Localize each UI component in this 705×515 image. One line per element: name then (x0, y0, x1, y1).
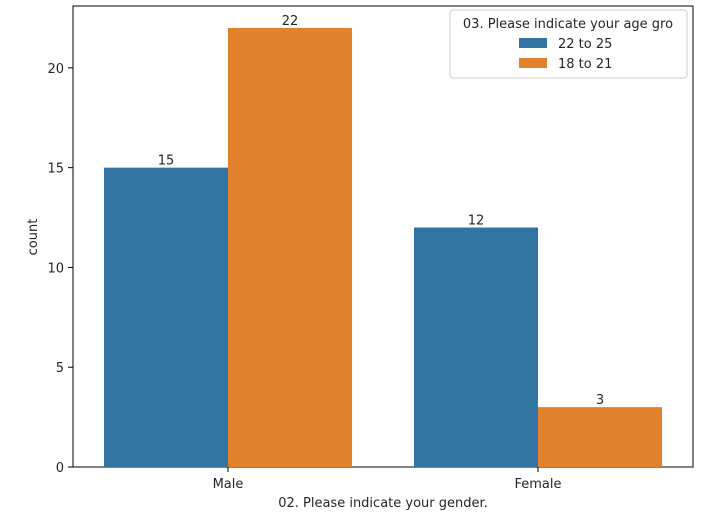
x-tick-label-male: Male (213, 477, 244, 492)
y-axis-ticks: 0 5 10 15 20 (47, 62, 73, 476)
legend: 03. Please indicate your age gro 22 to 2… (449, 9, 688, 79)
data-label-male-22-to-25: 15 (158, 154, 175, 169)
y-tick-label: 5 (56, 361, 64, 376)
y-tick-label: 20 (47, 62, 64, 77)
bar-female-18-to-21 (538, 407, 662, 467)
plot-frame (72, 5, 694, 468)
y-axis-label: count (26, 219, 41, 256)
legend-label-18-to-21: 18 to 21 (558, 57, 612, 72)
bar-female-22-to-25 (414, 227, 538, 467)
data-label-female-18-to-21: 3 (596, 393, 604, 408)
bar-male-18-to-21 (228, 27, 352, 467)
legend-title: 03. Please indicate your age gro (463, 17, 673, 32)
y-tick-label: 10 (47, 261, 64, 276)
plot-area (72, 5, 694, 468)
data-label-male-18-to-21: 22 (282, 14, 299, 29)
x-axis-label: 02. Please indicate your gender. (278, 496, 488, 511)
legend-label-22-to-25: 22 to 25 (558, 37, 612, 52)
y-tick-label: 0 (56, 461, 64, 476)
bar-male-22-to-25 (104, 167, 228, 467)
data-label-female-22-to-25: 12 (468, 214, 485, 229)
x-axis-ticks: Male Female (213, 467, 562, 492)
bars-group (104, 27, 662, 467)
legend-frame (449, 9, 688, 79)
legend-swatch-18-to-21 (519, 58, 547, 68)
y-tick-label: 15 (47, 162, 64, 177)
legend-swatch-22-to-25 (519, 38, 547, 48)
data-labels-group: 15 22 12 3 (158, 14, 604, 408)
x-tick-label-female: Female (514, 477, 561, 492)
